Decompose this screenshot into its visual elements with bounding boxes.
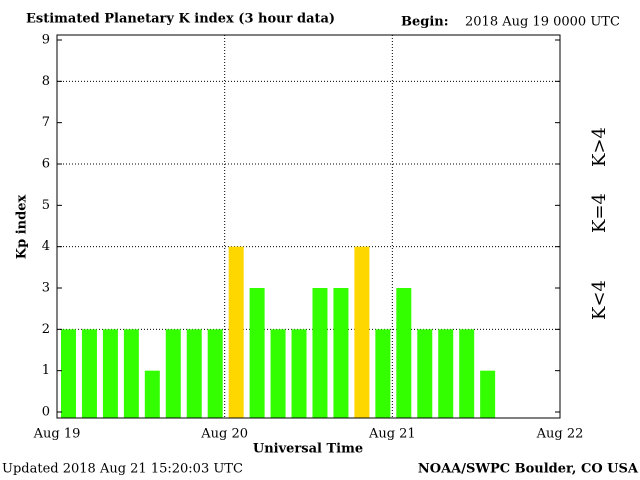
- x-tick-label: Aug 22: [536, 427, 584, 442]
- bar: [438, 329, 454, 418]
- legend-label: K<4: [589, 280, 610, 320]
- x-axis-label: Universal Time: [253, 442, 363, 457]
- bar: [123, 329, 139, 418]
- y-tick-label: 1: [42, 363, 50, 378]
- bar: [417, 329, 433, 418]
- updated: Updated 2018 Aug 21 15:20:03 UTC: [2, 462, 243, 477]
- bar: [480, 370, 496, 418]
- bar: [270, 329, 286, 418]
- bar: [249, 288, 265, 418]
- bar: [165, 329, 181, 418]
- y-tick-label: 0: [42, 405, 50, 420]
- bar: [291, 329, 307, 418]
- bar: [81, 329, 97, 418]
- begin-label: Begin:: [401, 15, 449, 30]
- y-tick-label: 8: [42, 74, 50, 89]
- legend-label: K=4: [589, 193, 610, 233]
- bar: [144, 370, 160, 418]
- bar: [102, 329, 118, 418]
- y-tick-label: 7: [42, 115, 50, 130]
- bar: [396, 288, 412, 418]
- y-tick-label: 4: [42, 239, 50, 254]
- x-tick-label: Aug 20: [200, 427, 248, 442]
- source: NOAA/SWPC Boulder, CO USA: [418, 462, 639, 477]
- y-tick-label: 3: [42, 281, 50, 296]
- bar: [207, 329, 223, 418]
- bar: [228, 246, 244, 418]
- bar: [312, 288, 328, 418]
- chart-title: Estimated Planetary K index (3 hour data…: [26, 12, 335, 27]
- plot-frame: [56, 34, 561, 419]
- y-axis-label: Kp index: [15, 195, 30, 260]
- legend-label: K>4: [589, 127, 610, 167]
- y-tick-label: 2: [42, 322, 50, 337]
- begin-value: 2018 Aug 19 0000 UTC: [465, 15, 620, 30]
- y-tick-label: 9: [42, 33, 50, 48]
- x-tick-label: Aug 19: [33, 427, 81, 442]
- bar: [375, 329, 391, 418]
- bar: [333, 288, 349, 418]
- bar: [186, 329, 202, 418]
- x-tick-label: Aug 21: [368, 427, 416, 442]
- y-tick-label: 5: [42, 198, 50, 213]
- bar: [60, 329, 76, 418]
- bar: [459, 329, 475, 418]
- y-tick-label: 6: [42, 157, 50, 172]
- bar: [354, 246, 370, 418]
